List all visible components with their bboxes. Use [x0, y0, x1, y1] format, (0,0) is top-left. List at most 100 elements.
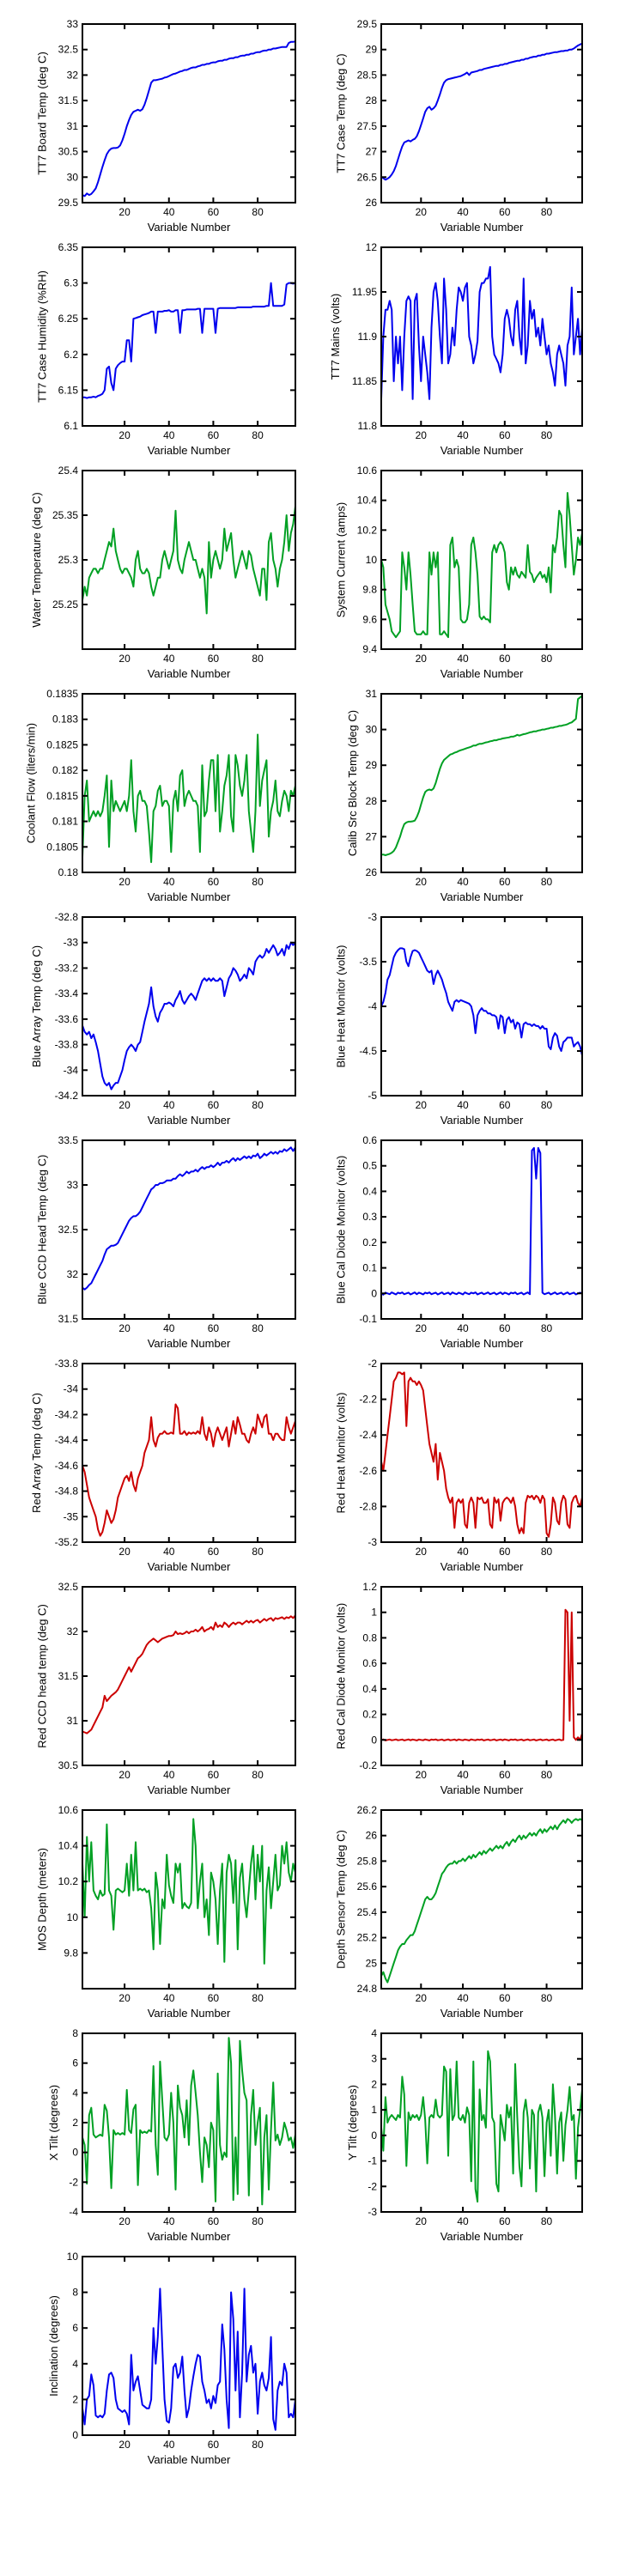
y-tick-label: 33.5	[58, 1134, 79, 1146]
x-tick-label: 80	[541, 1099, 553, 1111]
chart-system-current: 20 40 60 80 9.4 9.6 9.8 10 10.2 10.4 10.6 Variable …	[335, 465, 583, 680]
x-tick-label: 40	[163, 206, 175, 218]
x-tick-label: 40	[457, 653, 469, 665]
axes-frame	[82, 1363, 296, 1543]
series-line-calib-src-block-temp	[381, 695, 582, 856]
x-tick-label: 60	[499, 653, 511, 665]
y-tick-label: 0.3	[362, 1211, 377, 1223]
y-tick-label: 11.9	[358, 331, 378, 343]
x-tick-label: 80	[252, 653, 264, 665]
x-tick-label: 60	[208, 206, 220, 218]
y-tick-label: 1	[371, 1607, 377, 1619]
x-tick-label: 80	[252, 2439, 264, 2451]
x-tick-label: 20	[118, 1546, 131, 1558]
series-line-red-cal-diode-monitor	[381, 1608, 582, 1741]
y-tick-label: 0.1815	[46, 790, 78, 802]
y-tick-label: 0.1825	[46, 738, 78, 750]
y-tick-label: 9.4	[362, 643, 377, 655]
x-axis-label: Variable Number	[148, 2453, 231, 2466]
axes-frame	[380, 1809, 583, 1990]
y-tick-label: 25.25	[52, 598, 78, 611]
y-tick-label: -2	[368, 2180, 377, 2192]
x-tick-label: 20	[416, 653, 428, 665]
y-axis-label: System Current (amps)	[335, 502, 348, 617]
y-tick-label: 10.4	[58, 1840, 79, 1852]
y-tick-label: 32.5	[58, 44, 79, 56]
axes-frame	[380, 1586, 583, 1766]
series-line-system-current	[381, 492, 582, 639]
y-tick-label: -3.5	[359, 956, 377, 968]
x-axis-label: Variable Number	[440, 667, 524, 680]
y-tick-label: 0.181	[52, 816, 78, 828]
y-tick-label: -4.5	[359, 1045, 377, 1057]
x-tick-label: 40	[457, 429, 469, 441]
x-axis-label: Variable Number	[148, 890, 231, 903]
y-tick-label: 30	[366, 724, 378, 736]
x-tick-label: 40	[163, 1099, 175, 1111]
y-tick-label: 32	[67, 1268, 79, 1280]
series-line-tt7-board-temp	[82, 40, 295, 197]
y-tick-label: 2	[371, 2078, 377, 2090]
axes-frame	[82, 916, 296, 1097]
series-line-depth-sensor-temp	[381, 1818, 582, 1984]
y-tick-label: 0.1805	[46, 841, 78, 853]
axes-frame	[380, 23, 583, 204]
x-tick-label: 60	[208, 1546, 220, 1558]
x-tick-label: 80	[252, 1099, 264, 1111]
y-tick-label: 31.5	[58, 1313, 79, 1325]
series-line-red-array-temp	[82, 1403, 295, 1537]
y-tick-label: -32.8	[55, 911, 79, 923]
y-tick-label: 31.5	[58, 1670, 79, 1682]
y-tick-label: -3	[368, 1536, 377, 1548]
x-tick-label: 80	[541, 429, 553, 441]
y-tick-label: 26.5	[357, 171, 378, 183]
y-tick-label: 25.8	[357, 1855, 378, 1867]
x-tick-label: 40	[457, 1546, 469, 1558]
series-line-y-tilt	[381, 2050, 582, 2203]
x-tick-label: 20	[118, 1099, 131, 1111]
y-tick-label: -35.2	[55, 1536, 79, 1548]
y-tick-label: 0.18	[58, 866, 79, 878]
x-tick-label: 80	[252, 876, 264, 888]
y-tick-label: -0.2	[359, 1759, 377, 1771]
x-axis-label: Variable Number	[440, 890, 524, 903]
y-tick-label: 10	[67, 2251, 79, 2263]
y-tick-label: 25.6	[357, 1880, 378, 1893]
y-tick-label: -34.8	[55, 1485, 79, 1498]
x-tick-label: 20	[416, 1992, 428, 2004]
x-axis-label: Variable Number	[148, 1114, 231, 1127]
y-tick-label: 8	[72, 2027, 78, 2039]
y-tick-label: 6.3	[64, 277, 78, 289]
x-tick-label: 80	[541, 1992, 553, 2004]
y-tick-label: 0.4	[362, 1185, 377, 1197]
x-tick-label: 60	[499, 1322, 511, 1334]
x-axis-label: Variable Number	[440, 1114, 524, 1127]
y-tick-label: 10.2	[58, 1875, 79, 1887]
axes-frame	[82, 470, 296, 650]
x-tick-label: 80	[252, 2215, 264, 2227]
y-tick-label: 32.5	[58, 1581, 79, 1593]
y-tick-label: 0.1835	[46, 688, 78, 700]
y-tick-label: -2	[368, 1358, 377, 1370]
y-tick-label: 8	[72, 2287, 78, 2299]
y-tick-label: -33.6	[55, 1013, 79, 1025]
y-axis-label: TT7 Board Temp (deg C)	[36, 52, 49, 175]
y-tick-label: -2.4	[359, 1429, 377, 1441]
x-tick-label: 80	[252, 1546, 264, 1558]
y-tick-label: -3	[368, 2206, 377, 2218]
x-axis-label: Variable Number	[440, 221, 524, 234]
y-tick-label: 10.6	[58, 1804, 79, 1816]
y-tick-label: -2.2	[359, 1394, 377, 1406]
y-tick-label: 6.1	[64, 420, 78, 432]
chart-blue-ccd-head-temp: 20 40 60 80 31.5 32 32.5 33 33.5 Variable Number B…	[36, 1134, 296, 1350]
x-tick-label: 20	[118, 206, 131, 218]
chart-depth-sensor-temp: 20 40 60 80 24.8 25 25.2 25.4 25.6 25.8 26 26.2 Vari…	[335, 1804, 583, 2020]
x-tick-label: 60	[499, 876, 511, 888]
y-tick-label: 0.1	[362, 1262, 377, 1274]
x-tick-label: 80	[252, 206, 264, 218]
y-tick-label: 29.5	[58, 197, 79, 209]
chart-red-ccd-head-temp: 20 40 60 80 30.5 31 31.5 32 32.5 Variable Number R…	[36, 1581, 296, 1796]
x-tick-label: 60	[208, 653, 220, 665]
series-line-red-heat-monitor	[381, 1371, 582, 1538]
